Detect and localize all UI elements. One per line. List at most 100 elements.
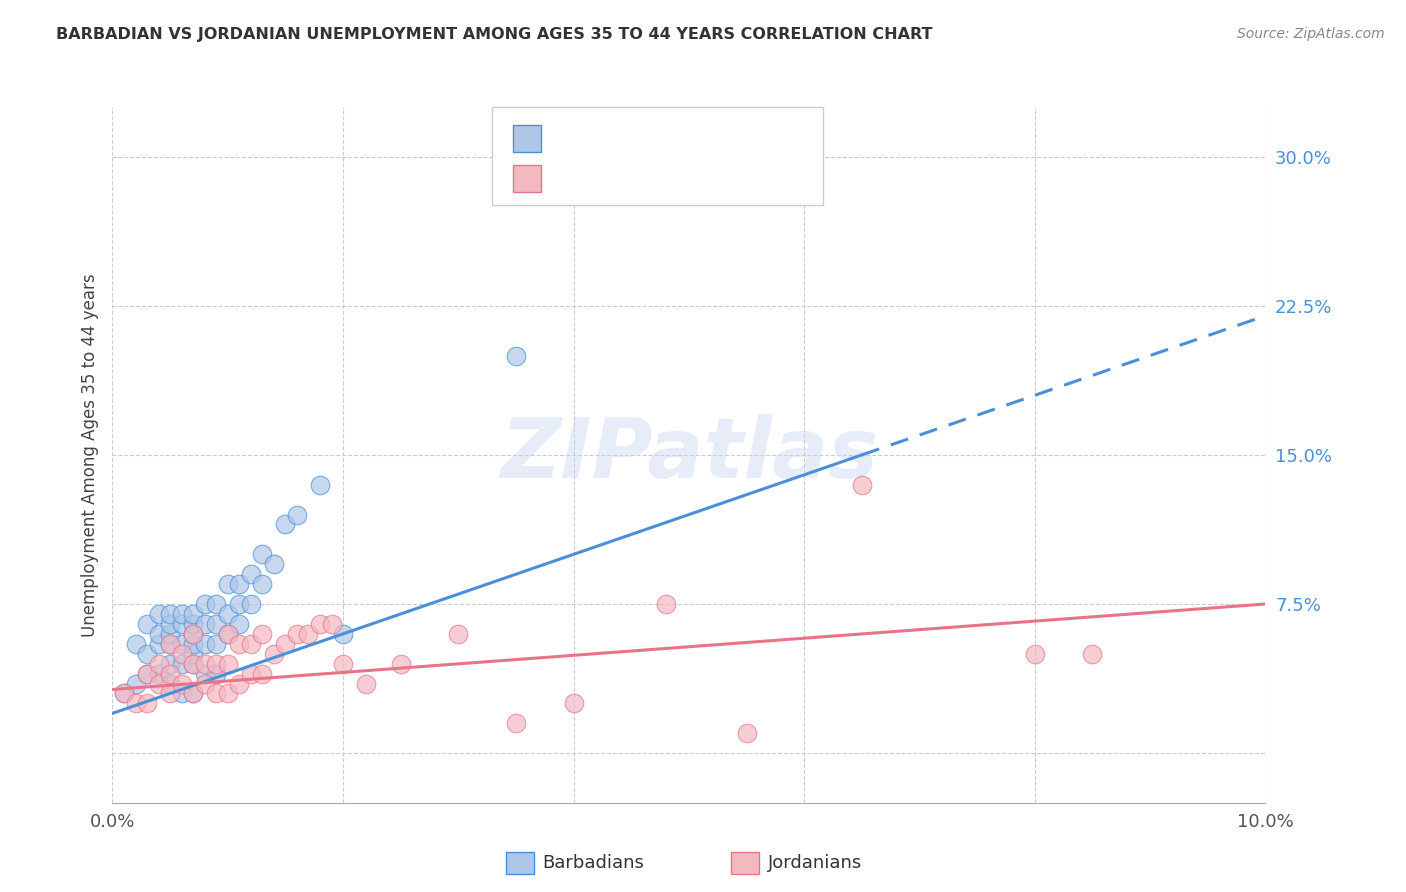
Point [252,666,274,681]
Point [170,657,193,671]
Point [159,686,181,700]
Point [159,676,181,690]
Point [136,666,159,681]
Point [354,676,377,690]
Point [159,627,181,641]
Point [181,637,204,651]
Point [170,647,193,661]
Point [655,169,678,184]
Point [159,616,181,631]
Point [217,577,239,591]
Point [205,666,228,681]
Text: 53: 53 [703,129,728,147]
Text: N =: N = [658,129,697,147]
Text: 44: 44 [703,169,728,187]
Point [124,676,146,690]
Point [252,627,274,641]
Point [181,627,204,641]
Point [194,657,217,671]
Point [148,627,170,641]
Point [159,657,181,671]
Point [228,676,250,690]
Text: N =: N = [658,169,697,187]
Point [252,577,274,591]
Text: 0.113: 0.113 [598,169,654,187]
Point [263,558,285,572]
Point [228,577,250,591]
Point [217,627,239,641]
Point [194,616,217,631]
Point [181,657,204,671]
Point [332,657,354,671]
Point [447,627,470,641]
Point [217,627,239,641]
Point [205,616,228,631]
Point [263,647,285,661]
Point [228,597,250,611]
Point [309,616,332,631]
Point [205,637,228,651]
Point [239,597,262,611]
Point [194,666,217,681]
Point [148,657,170,671]
Point [239,567,262,582]
Point [285,508,308,522]
Point [181,647,204,661]
Point [170,686,193,700]
Point [297,627,319,641]
Point [217,686,239,700]
Point [1081,647,1104,661]
Text: ZIPatlas: ZIPatlas [501,415,877,495]
Point [274,637,297,651]
Point [159,607,181,621]
Text: Jordanians: Jordanians [768,854,862,871]
Point [285,627,308,641]
Point [655,597,678,611]
Point [228,616,250,631]
Point [239,637,262,651]
Point [389,657,412,671]
Point [562,697,585,711]
Point [148,607,170,621]
Point [181,607,204,621]
Point [148,637,170,651]
Point [181,616,204,631]
Point [217,657,239,671]
Point [124,697,146,711]
Point [136,616,159,631]
Point [205,686,228,700]
Point [1024,647,1046,661]
Point [170,607,193,621]
Point [159,637,181,651]
Point [181,657,204,671]
Point [274,517,297,532]
Point [194,676,217,690]
Point [112,686,135,700]
Point [124,637,146,651]
Point [136,697,159,711]
Point [136,666,159,681]
Point [851,477,873,491]
Point [505,349,527,363]
Point [228,637,250,651]
Text: R =: R = [553,129,592,147]
Point [170,676,193,690]
Point [332,627,354,641]
Point [735,726,758,740]
Point [321,616,343,631]
Text: R =: R = [553,169,598,187]
Text: Source: ZipAtlas.com: Source: ZipAtlas.com [1237,27,1385,41]
Point [205,597,228,611]
Point [194,637,217,651]
Text: BARBADIAN VS JORDANIAN UNEMPLOYMENT AMONG AGES 35 TO 44 YEARS CORRELATION CHART: BARBADIAN VS JORDANIAN UNEMPLOYMENT AMON… [56,27,932,42]
Point [112,686,135,700]
Point [181,627,204,641]
Point [148,666,170,681]
Text: Barbadians: Barbadians [543,854,644,871]
Point [159,666,181,681]
Point [170,616,193,631]
Point [239,666,262,681]
Text: 0.548: 0.548 [598,129,655,147]
Point [181,686,204,700]
Point [252,547,274,561]
